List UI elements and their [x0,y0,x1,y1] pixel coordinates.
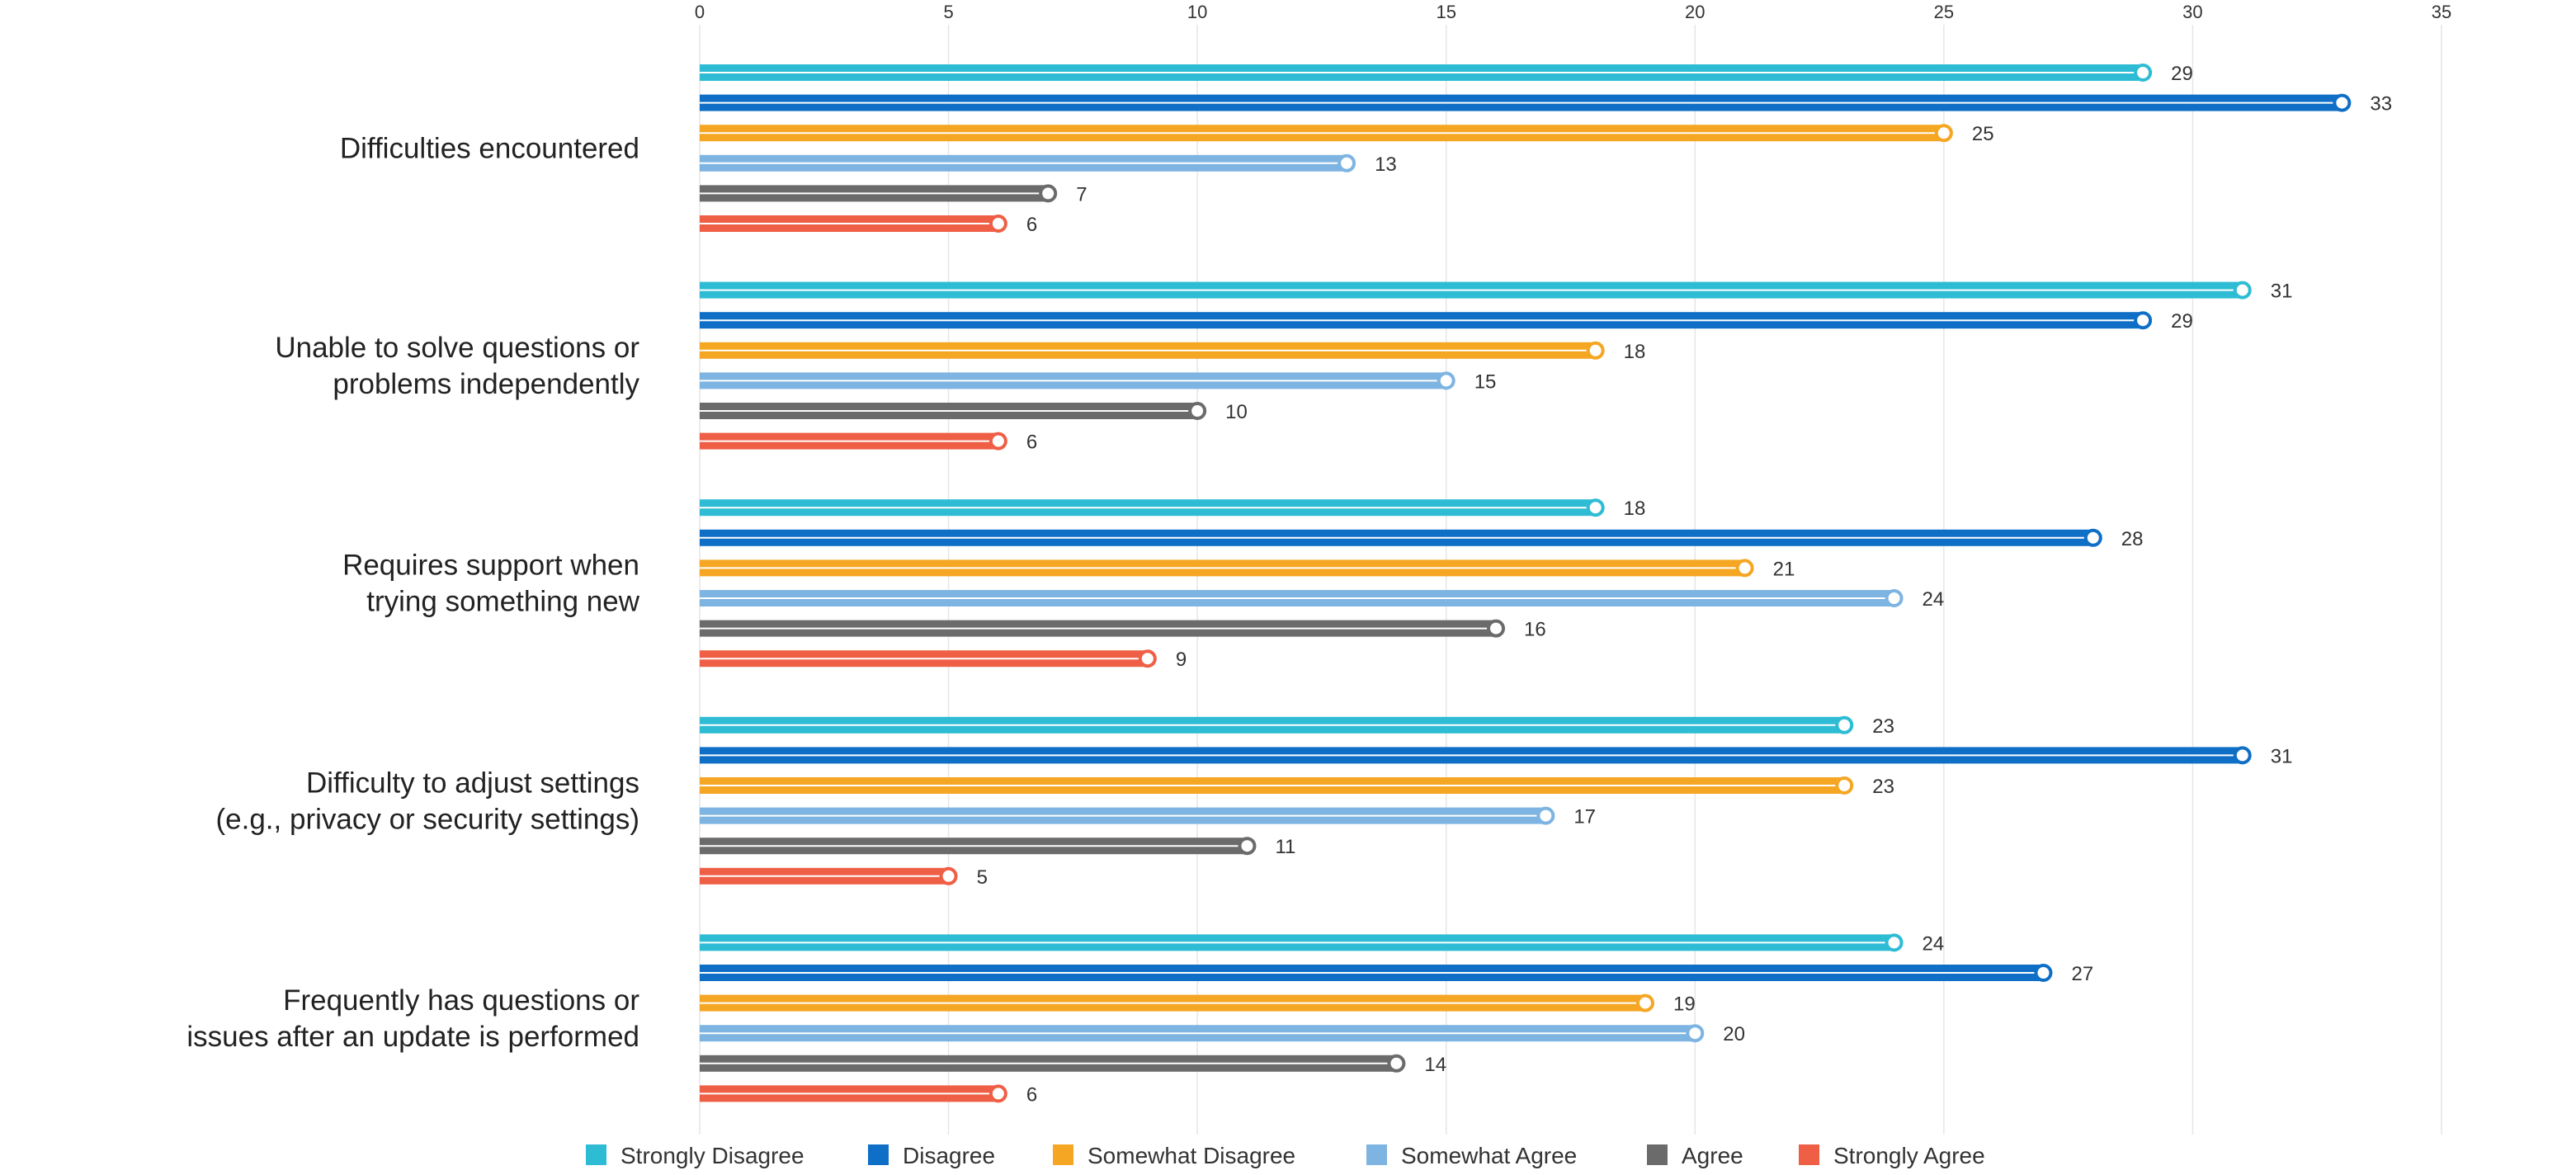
bar-end-marker [1934,124,1953,143]
legend-label: Strongly Disagree [620,1143,804,1168]
legend-label: Disagree [903,1143,995,1168]
data-label: 27 [2071,963,2093,985]
data-label: 28 [2121,528,2144,550]
bar-end-marker [939,866,958,885]
x-axis-tick-labels: 0 5 10 15 20 25 30 35 [695,2,2451,22]
bar-end-marker [1188,402,1207,420]
bar-end-marker [2233,746,2252,765]
data-label: 29 [2171,310,2193,333]
data-label: 24 [1923,932,1945,955]
category-label: Frequently has questions or [283,984,639,1017]
data-label: 18 [1624,498,1646,520]
bar-end-marker [1039,184,1058,203]
category-label: Requires support when [342,550,639,582]
data-label: 10 [1225,401,1248,423]
x-tick-label: 5 [943,2,953,22]
data-label: 5 [977,866,988,889]
legend-swatch [868,1144,889,1165]
bar-end-marker [988,432,1007,451]
legend: Strongly Disagree Disagree Somewhat Disagr… [586,1143,1985,1168]
bar-end-marker [2083,528,2102,547]
bar-end-marker [2134,311,2153,330]
bar-end-marker [1835,776,1854,795]
x-tick-label: 30 [2182,2,2202,22]
bar-end-marker [988,1084,1007,1103]
x-tick-label: 25 [1934,2,1954,22]
bar-end-marker [1735,559,1754,578]
data-label: 11 [1275,836,1295,858]
category-label: problems independently [333,368,639,400]
bar-end-marker [1437,371,1455,390]
grid-lines [699,25,2442,1135]
bar-end-marker [1885,933,1904,952]
data-label: 25 [1972,123,1994,145]
bar-end-marker [1885,589,1904,607]
legend-swatch [586,1144,606,1165]
bar-end-marker [1835,715,1854,734]
bars [700,64,2352,1103]
category-label: (e.g., privacy or security settings) [216,803,640,835]
data-label: 33 [2370,93,2392,116]
data-label: 23 [1872,715,1894,738]
legend-swatch [1053,1144,1073,1165]
data-label: 20 [1723,1023,1745,1045]
data-label: 21 [1773,558,1795,580]
category-label: Difficulty to adjust settings [306,767,639,799]
bar-end-marker [2233,281,2252,300]
data-label: 17 [1573,806,1596,828]
legend-label: Agree [1682,1143,1743,1168]
bar-end-marker [1238,837,1257,856]
bar-end-marker [1138,649,1157,668]
data-label: 7 [1076,183,1087,205]
bar-end-marker [1635,993,1654,1012]
data-label: 6 [1026,1083,1037,1106]
legend-label: Somewhat Disagree [1087,1143,1295,1168]
data-labels: 29 33 25 13 7 6 31 29 18 15 10 6 18 28 21 24 16 9 23 31 23 17… [977,63,2393,1106]
data-label: 9 [1176,649,1187,671]
x-tick-label: 20 [1685,2,1705,22]
legend-label: Strongly Agree [1833,1143,1985,1168]
bar-end-marker [2034,964,2053,982]
data-label: 31 [2271,745,2293,767]
category-label: Unable to solve questions or [275,332,639,364]
x-tick-label: 15 [1436,2,1455,22]
category-label: trying something new [366,586,639,618]
data-label: 6 [1026,432,1037,454]
category-labels: Difficulties encountered Unable to solve … [186,133,639,1053]
data-label: 14 [1424,1054,1446,1076]
data-label: 16 [1524,619,1546,641]
data-label: 18 [1624,341,1646,363]
x-tick-label: 0 [695,2,705,22]
data-label: 24 [1923,588,1945,611]
data-label: 6 [1026,214,1037,236]
bar-end-marker [1387,1054,1406,1073]
legend-swatch [1647,1144,1668,1165]
data-label: 13 [1375,153,1397,176]
x-tick-label: 10 [1187,2,1207,22]
data-label: 15 [1474,370,1497,393]
bar-end-marker [1586,498,1605,517]
category-label: issues after an update is performed [186,1021,639,1053]
bar-end-marker [1536,806,1555,825]
bar-end-marker [1586,341,1605,360]
legend-label: Somewhat Agree [1401,1143,1577,1168]
data-label: 29 [2171,63,2193,85]
bar-end-marker [1686,1024,1705,1043]
bar-end-marker [2134,64,2153,82]
x-tick-label: 35 [2432,2,2451,22]
bar-end-marker [2333,93,2352,112]
bar-end-marker [1338,153,1356,172]
data-label: 31 [2271,281,2293,303]
data-label: 19 [1673,993,1696,1016]
data-label: 23 [1872,776,1894,798]
bar-end-marker [988,215,1007,233]
legend-swatch [1799,1144,1819,1165]
legend-swatch [1366,1144,1387,1165]
category-label: Difficulties encountered [340,133,639,165]
bar-end-marker [1487,619,1506,638]
